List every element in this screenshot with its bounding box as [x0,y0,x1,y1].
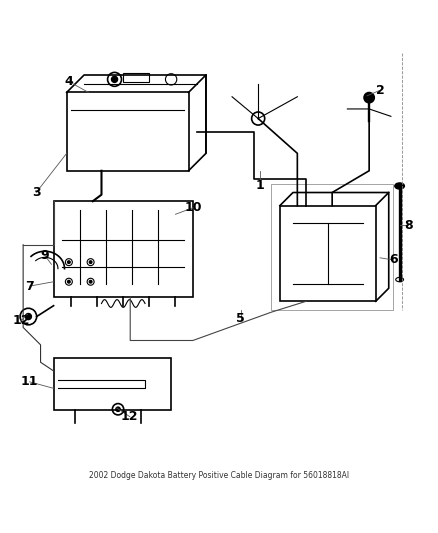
Text: 8: 8 [404,219,413,232]
Circle shape [25,313,32,320]
Text: 6: 6 [389,254,397,266]
Text: 1: 1 [256,180,265,192]
Circle shape [364,92,374,103]
Text: 2002 Dodge Dakota Battery Positive Cable Diagram for 56018818AI: 2002 Dodge Dakota Battery Positive Cable… [89,471,349,480]
Bar [67,92,188,171]
Text: 9: 9 [41,249,49,262]
Text: 7: 7 [25,280,34,293]
Text: 12: 12 [12,314,30,327]
Text: 11: 11 [21,375,39,389]
Bar [123,73,149,82]
Circle shape [89,261,92,263]
Text: 5: 5 [237,312,245,325]
Bar [53,358,171,410]
Text: 12: 12 [121,410,138,423]
Text: 3: 3 [32,186,41,199]
Bar [53,201,193,297]
Bar [271,184,393,310]
Ellipse shape [395,183,404,189]
Circle shape [112,76,117,83]
Bar [280,206,376,301]
Circle shape [67,280,70,283]
Circle shape [67,261,70,263]
Text: 2: 2 [376,84,385,96]
Circle shape [116,407,120,411]
Text: 10: 10 [184,201,201,214]
Text: 4: 4 [64,75,73,88]
Circle shape [89,280,92,283]
